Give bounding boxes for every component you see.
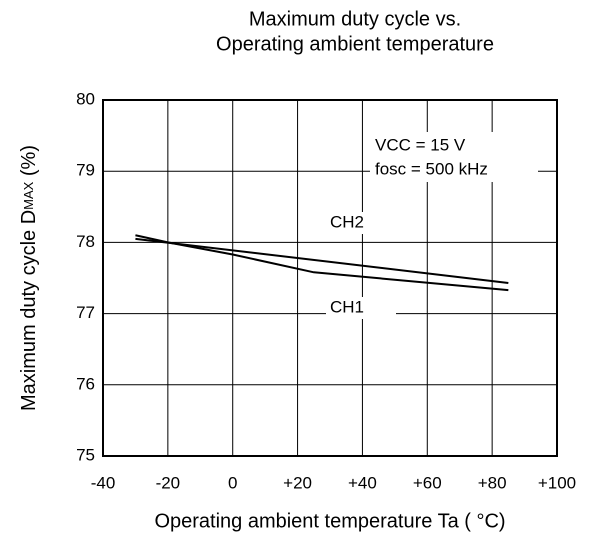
- label-bg: [326, 212, 396, 234]
- x-tick-label: +80: [478, 473, 507, 492]
- label-bg: [326, 297, 396, 319]
- y-tick-label: 79: [76, 161, 95, 180]
- y-tick-label: 77: [76, 303, 95, 322]
- y-tick-label: 80: [76, 89, 95, 108]
- y-label-sub: MAX: [21, 181, 36, 210]
- y-label-unit: (%): [18, 145, 40, 182]
- annotation: VCC = 15 V: [375, 135, 466, 154]
- annotation: CH1: [330, 297, 364, 316]
- x-tick-label: +60: [413, 473, 442, 492]
- y-label-text: Maximum duty cycle D: [18, 210, 40, 411]
- annotation: CH2: [330, 212, 364, 231]
- series-line: [135, 237, 509, 284]
- annotation: fosc = 500 kHz: [375, 159, 488, 178]
- chart-title: Operating ambient temperature: [216, 33, 494, 55]
- plot-frame: [102, 99, 558, 457]
- y-tick-label: 76: [76, 374, 95, 393]
- x-tick-label: -20: [156, 473, 181, 492]
- x-tick-label: -40: [91, 473, 116, 492]
- x-tick-label: +40: [348, 473, 377, 492]
- chart-title: Maximum duty cycle vs.: [249, 8, 461, 30]
- x-tick-label: +20: [283, 473, 312, 492]
- y-tick-label: 78: [76, 232, 95, 251]
- y-axis-label: Maximum duty cycle DMAX (%): [18, 145, 40, 411]
- label-bg: [370, 132, 538, 182]
- x-axis-label: Operating ambient temperature Ta ( °C): [154, 510, 505, 532]
- y-tick-label: 75: [76, 445, 95, 464]
- series-line: [135, 234, 509, 292]
- x-tick-label: +100: [538, 473, 576, 492]
- x-tick-label: 0: [228, 473, 237, 492]
